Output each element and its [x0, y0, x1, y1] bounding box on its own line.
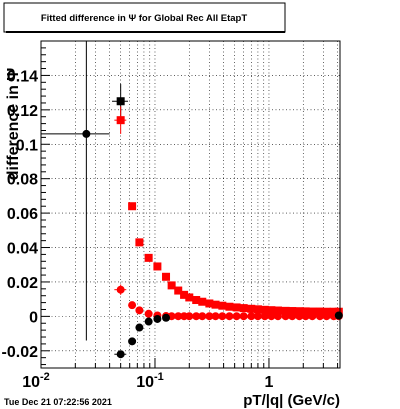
- data-point: [281, 312, 290, 321]
- data-point: [308, 312, 317, 321]
- data-point: [205, 299, 214, 308]
- data-point: [174, 286, 183, 295]
- data-point: [185, 293, 194, 302]
- data-point: [211, 312, 220, 321]
- data-point: [295, 312, 304, 321]
- data-point: [260, 305, 269, 314]
- data-point: [167, 281, 176, 290]
- data-series: [41, 41, 343, 359]
- data-point: [116, 97, 125, 106]
- data-series-2: [114, 284, 343, 321]
- y-tick-label: 0.12: [7, 103, 38, 120]
- data-point: [288, 307, 297, 316]
- data-point: [267, 306, 276, 315]
- y-tick-label: 0.14: [7, 68, 38, 85]
- data-point: [322, 312, 331, 321]
- title-box: [3, 2, 286, 33]
- data-point: [334, 311, 343, 320]
- data-point: [135, 323, 144, 332]
- plot-frame: [40, 40, 341, 369]
- data-point: [239, 304, 248, 313]
- chart-title: Fitted difference in Ψ for Global Rec Al…: [41, 13, 248, 24]
- data-point: [153, 262, 162, 271]
- data-series-3: [41, 41, 343, 359]
- y-tick-label: 0.1: [16, 137, 38, 154]
- data-point: [128, 202, 137, 211]
- y-tick-label: -0.02: [2, 344, 39, 361]
- y-axis-label: difference in Ψ: [5, 68, 22, 181]
- data-point: [135, 306, 144, 315]
- data-point: [192, 312, 201, 321]
- y-tick-label: 0: [29, 309, 38, 326]
- axis-ticks: -0.02 0 0.02 0.04 0.06 0.08 0.1 0.12 0.14 10-2 10-…: [2, 40, 339, 391]
- data-point: [82, 129, 91, 138]
- data-point: [247, 312, 256, 321]
- data-point: [185, 312, 194, 321]
- data-point: [180, 290, 189, 299]
- x-tick-label: 1: [265, 374, 274, 391]
- data-point: [301, 307, 310, 316]
- data-series-0: [112, 84, 129, 119]
- x-tick-exponent: -1: [154, 371, 164, 383]
- data-point: [260, 312, 269, 321]
- data-point: [116, 116, 125, 125]
- x-tick-label: 10-1: [136, 371, 164, 391]
- data-point: [192, 296, 201, 305]
- y-tick-label: 0.06: [7, 206, 38, 223]
- data-point: [225, 302, 234, 311]
- data-point: [225, 312, 234, 321]
- data-point: [205, 312, 214, 321]
- data-point: [301, 312, 310, 321]
- data-point: [315, 307, 324, 316]
- y-tick-label: 0.08: [7, 172, 38, 189]
- data-point: [162, 313, 171, 322]
- data-point: [239, 312, 248, 321]
- data-point: [153, 314, 162, 323]
- data-point: [329, 307, 338, 316]
- data-point: [232, 312, 241, 321]
- data-point: [288, 312, 297, 321]
- data-point: [308, 307, 317, 316]
- data-point: [218, 312, 227, 321]
- data-point: [273, 306, 282, 315]
- data-point: [144, 309, 153, 318]
- data-point: [232, 303, 241, 312]
- data-point: [128, 337, 137, 346]
- data-point: [295, 307, 304, 316]
- data-point: [174, 312, 183, 321]
- data-point: [253, 312, 262, 321]
- data-point: [315, 312, 324, 321]
- data-point: [116, 350, 125, 359]
- data-point: [144, 317, 153, 326]
- data-point: [211, 300, 220, 309]
- data-point: [218, 301, 227, 310]
- data-point: [116, 285, 125, 294]
- data-point: [144, 253, 153, 262]
- data-point: [267, 312, 276, 321]
- data-point: [281, 306, 290, 315]
- y-tick-label: 0.02: [7, 275, 38, 292]
- data-point: [135, 238, 144, 247]
- x-axis-label: pT/|q| (GeV/c): [243, 392, 340, 409]
- x-tick-exponent: -2: [40, 371, 50, 383]
- title-box-shadow: [6, 31, 285, 33]
- data-point: [128, 301, 137, 310]
- timestamp: Tue Dec 21 07:22:56 2021: [4, 397, 112, 407]
- data-point: [162, 272, 171, 281]
- y-tick-label: 0.04: [7, 241, 38, 258]
- data-point: [253, 305, 262, 314]
- data-point: [198, 297, 207, 306]
- data-point: [198, 312, 207, 321]
- data-point: [247, 304, 256, 313]
- x-tick-label: 10-2: [22, 371, 50, 391]
- data-point: [273, 312, 282, 321]
- data-series-1: [114, 106, 343, 316]
- data-point: [322, 307, 331, 316]
